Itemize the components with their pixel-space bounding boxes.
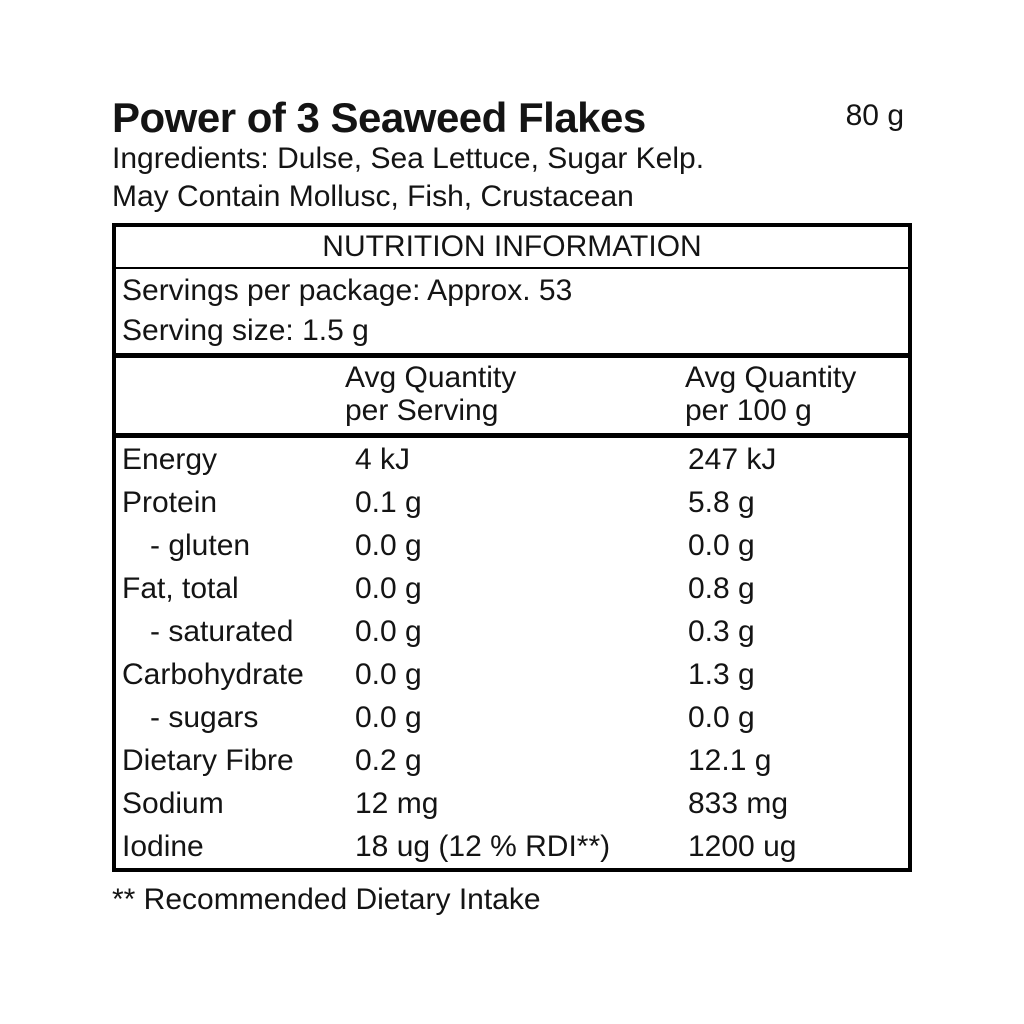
column-header-line: per Serving: [345, 394, 499, 427]
value-per-100g: 1200 ug: [688, 830, 797, 863]
column-header-per-100g: Avg Quantity per 100 g: [685, 361, 908, 427]
value-per-100g: 0.3 g: [688, 615, 755, 648]
row-label: Fat, total: [122, 572, 239, 605]
value-per-serving: 0.0 g: [355, 615, 422, 648]
serving-size: Serving size: 1.5 g: [122, 314, 369, 347]
net-weight: 80 g: [845, 99, 904, 132]
row-label: Iodine: [122, 830, 204, 863]
column-header-spacer: [116, 361, 345, 427]
value-per-100g: 0.8 g: [688, 572, 755, 605]
row-label: Dietary Fibre: [122, 744, 294, 777]
column-header-line: Avg Quantity: [345, 361, 517, 394]
table-row-protein: Protein 0.1 g 5.8 g: [116, 481, 908, 524]
value-per-serving: 12 mg: [355, 787, 439, 820]
table-row-sugars: - sugars 0.0 g 0.0 g: [116, 696, 908, 739]
table-row-dietary-fibre: Dietary Fibre 0.2 g 12.1 g: [116, 739, 908, 782]
table-row-fat-total: Fat, total 0.0 g 0.8 g: [116, 567, 908, 610]
column-header-per-serving: Avg Quantity per Serving: [345, 361, 685, 427]
ingredients-line: Ingredients: Dulse, Sea Lettuce, Sugar K…: [112, 142, 705, 175]
allergen-line: May Contain Mollusc, Fish, Crustacean: [112, 180, 634, 213]
table-heading: NUTRITION INFORMATION: [116, 227, 908, 269]
value-per-100g: 247 kJ: [688, 443, 777, 476]
row-label: - sugars: [150, 701, 259, 734]
product-header: Power of 3 Seaweed Flakes 80 g: [112, 96, 912, 140]
table-row-gluten: - gluten 0.0 g 0.0 g: [116, 524, 908, 567]
nutrient-rows: Energy 4 kJ 247 kJ Protein 0.1 g 5.8 g -…: [116, 438, 908, 868]
value-per-serving: 0.0 g: [355, 701, 422, 734]
table-row-energy: Energy 4 kJ 247 kJ: [116, 438, 908, 481]
column-header-line: per 100 g: [685, 394, 812, 427]
value-per-100g: 1.3 g: [688, 658, 755, 691]
row-label: Energy: [122, 443, 218, 476]
nutrition-table: NUTRITION INFORMATION Servings per packa…: [112, 223, 912, 872]
value-per-100g: 12.1 g: [688, 744, 772, 777]
serving-info-section: Servings per package: Approx. 53 Serving…: [116, 269, 908, 358]
row-label: - saturated: [150, 615, 294, 648]
value-per-serving: 4 kJ: [355, 443, 411, 476]
servings-per-package: Servings per package: Approx. 53: [122, 274, 573, 307]
value-per-serving: 0.0 g: [355, 658, 422, 691]
product-title: Power of 3 Seaweed Flakes: [112, 94, 646, 141]
row-label: Sodium: [122, 787, 224, 820]
column-header-line: Avg Quantity: [685, 361, 857, 394]
value-per-100g: 5.8 g: [688, 486, 755, 519]
table-row-sodium: Sodium 12 mg 833 mg: [116, 782, 908, 825]
table-row-carbohydrate: Carbohydrate 0.0 g 1.3 g: [116, 653, 908, 696]
value-per-serving: 0.1 g: [355, 486, 422, 519]
value-per-serving: 18 ug (12 % RDI**): [355, 830, 611, 863]
value-per-serving: 0.2 g: [355, 744, 422, 777]
label-content: Power of 3 Seaweed Flakes 80 g Ingredien…: [112, 96, 912, 918]
column-header-row: Avg Quantity per Serving Avg Quantity pe…: [116, 358, 908, 438]
row-label: - gluten: [150, 529, 251, 562]
row-label: Protein: [122, 486, 218, 519]
value-per-100g: 0.0 g: [688, 529, 755, 562]
table-row-iodine: Iodine 18 ug (12 % RDI**) 1200 ug: [116, 825, 908, 868]
value-per-100g: 0.0 g: [688, 701, 755, 734]
footnote: ** Recommended Dietary Intake: [112, 883, 541, 916]
value-per-serving: 0.0 g: [355, 529, 422, 562]
row-label: Carbohydrate: [122, 658, 304, 691]
value-per-serving: 0.0 g: [355, 572, 422, 605]
value-per-100g: 833 mg: [688, 787, 789, 820]
table-row-saturated: - saturated 0.0 g 0.3 g: [116, 610, 908, 653]
